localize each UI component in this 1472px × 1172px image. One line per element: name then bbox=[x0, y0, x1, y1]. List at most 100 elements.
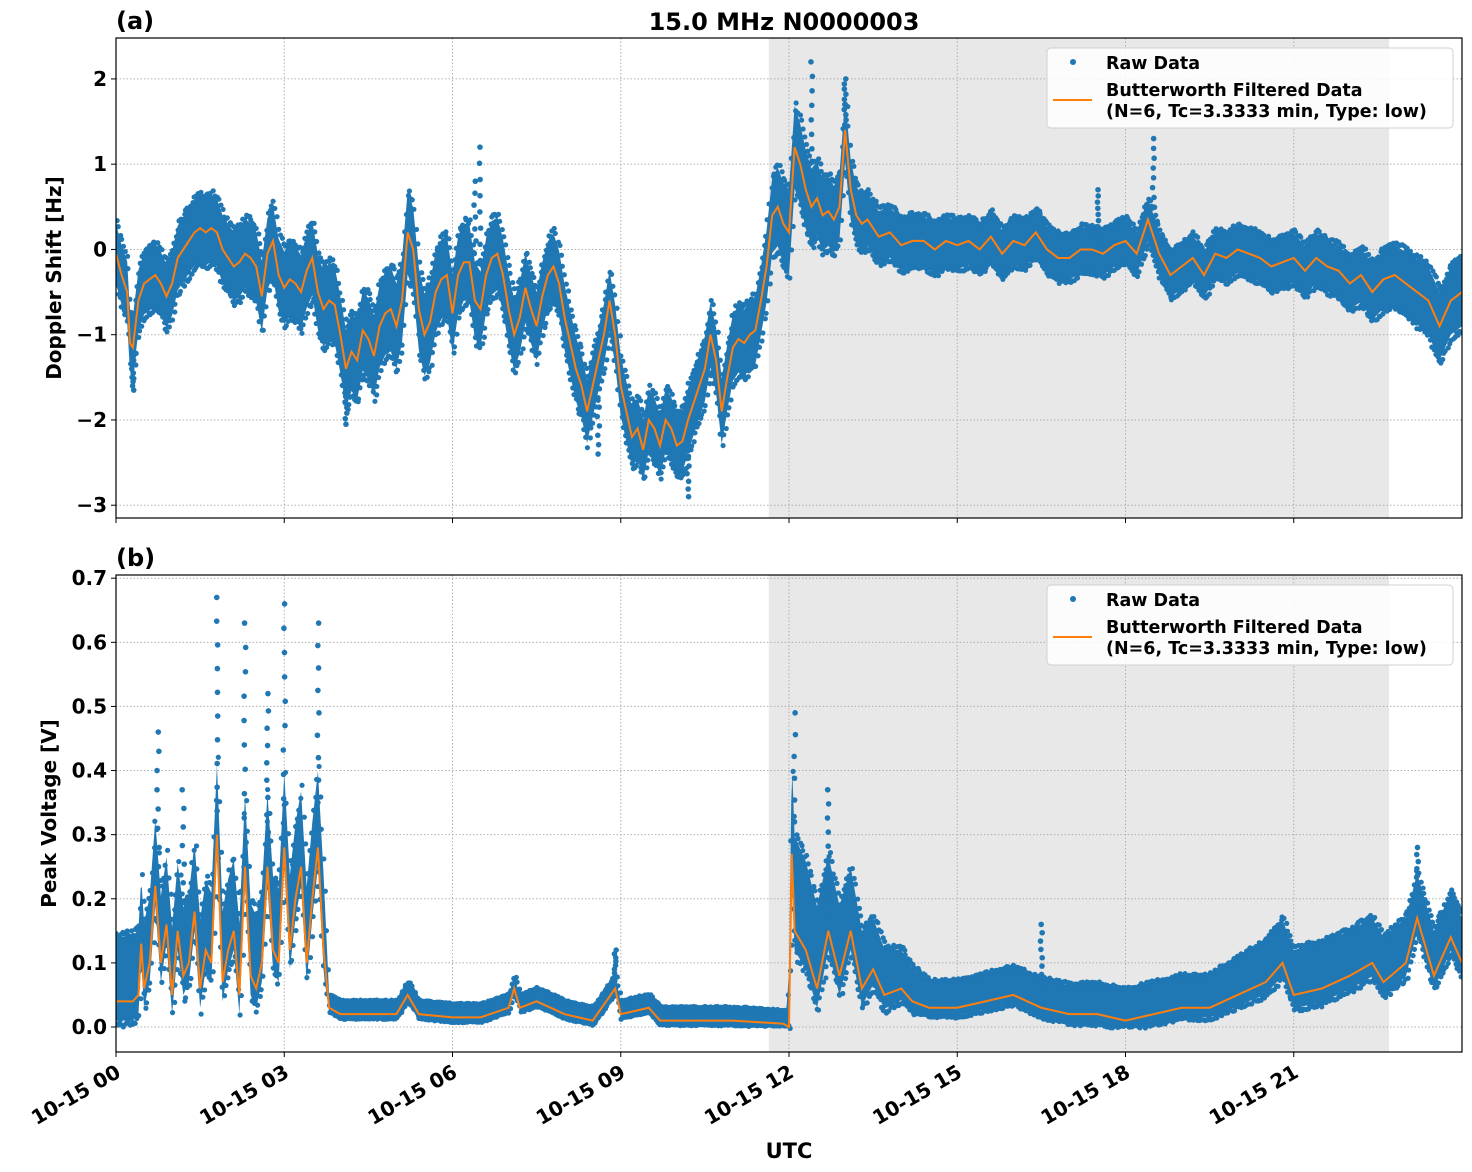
raw-data-outlier bbox=[825, 801, 832, 807]
raw-data-point bbox=[1380, 311, 1386, 317]
raw-data-point bbox=[506, 1010, 512, 1016]
raw-data-outlier bbox=[265, 708, 272, 714]
raw-data-point bbox=[563, 281, 569, 287]
raw-data-point bbox=[542, 324, 548, 331]
raw-data-point bbox=[715, 329, 721, 335]
raw-data-point bbox=[558, 252, 565, 258]
raw-data-point bbox=[592, 337, 599, 343]
raw-data-point bbox=[805, 861, 811, 867]
raw-data-point bbox=[804, 971, 810, 977]
raw-data-point bbox=[581, 426, 587, 433]
raw-data-point bbox=[313, 320, 319, 327]
raw-data-outlier bbox=[807, 175, 814, 181]
raw-data-point bbox=[827, 957, 833, 963]
raw-data-point bbox=[319, 338, 325, 344]
raw-data-point bbox=[201, 987, 208, 993]
raw-data-point bbox=[174, 872, 180, 878]
raw-data-point bbox=[355, 396, 362, 402]
raw-data-point bbox=[793, 100, 799, 106]
raw-data-point bbox=[1420, 885, 1426, 891]
raw-data-point bbox=[852, 968, 858, 975]
raw-data-outlier bbox=[315, 665, 322, 671]
raw-data-point bbox=[415, 241, 421, 247]
raw-data-point bbox=[305, 968, 311, 974]
raw-data-outlier bbox=[154, 767, 160, 774]
raw-data-point bbox=[374, 383, 380, 390]
raw-data-point bbox=[875, 920, 881, 926]
raw-data-point bbox=[979, 220, 986, 226]
raw-data-point bbox=[603, 289, 609, 295]
raw-data-point bbox=[1362, 246, 1369, 252]
raw-data-outlier bbox=[1095, 224, 1101, 230]
raw-data-point bbox=[189, 860, 195, 866]
raw-data-points bbox=[116, 59, 1462, 500]
raw-data-point bbox=[816, 899, 822, 905]
raw-data-point bbox=[609, 338, 615, 344]
raw-data-point bbox=[591, 343, 597, 349]
raw-data-point bbox=[721, 432, 727, 438]
raw-data-point bbox=[295, 906, 301, 912]
raw-data-point bbox=[335, 359, 341, 366]
raw-data-point bbox=[1439, 909, 1445, 915]
raw-data-outlier bbox=[477, 209, 483, 215]
raw-data-outlier bbox=[179, 842, 186, 849]
raw-data-point bbox=[210, 188, 216, 194]
raw-data-point bbox=[270, 198, 276, 204]
y-tick-label: 2 bbox=[93, 67, 107, 91]
raw-data-outlier bbox=[685, 478, 692, 485]
raw-data-point bbox=[805, 231, 811, 238]
raw-data-point bbox=[622, 367, 628, 373]
raw-data-point bbox=[620, 358, 626, 364]
raw-data-outlier bbox=[684, 470, 690, 477]
raw-data-point bbox=[498, 295, 504, 302]
raw-data-point bbox=[760, 255, 766, 261]
raw-data-point bbox=[296, 807, 302, 813]
raw-data-point bbox=[374, 392, 380, 398]
raw-data-outlier bbox=[685, 493, 692, 500]
raw-data-point bbox=[472, 334, 479, 341]
raw-data-point bbox=[779, 169, 785, 175]
raw-data-point bbox=[303, 315, 309, 321]
raw-data-point bbox=[300, 249, 306, 255]
raw-data-point bbox=[812, 888, 818, 894]
raw-data-point bbox=[257, 241, 263, 247]
raw-data-point bbox=[283, 323, 289, 329]
raw-data-point bbox=[139, 871, 146, 878]
raw-data-point bbox=[788, 838, 794, 844]
raw-data-point bbox=[187, 276, 193, 282]
raw-data-point bbox=[614, 305, 620, 311]
raw-data-point bbox=[249, 293, 255, 300]
raw-data-point bbox=[819, 882, 825, 888]
raw-data-outlier bbox=[842, 101, 848, 108]
raw-data-point bbox=[685, 380, 691, 386]
raw-data-outlier bbox=[281, 649, 288, 656]
raw-data-point bbox=[617, 990, 624, 996]
raw-data-point bbox=[168, 891, 174, 897]
raw-data-outlier bbox=[315, 754, 322, 761]
raw-data-point bbox=[434, 245, 441, 251]
raw-data-point bbox=[501, 313, 507, 319]
raw-data-point bbox=[539, 262, 545, 268]
raw-data-point bbox=[376, 282, 382, 288]
raw-data-point bbox=[446, 236, 452, 242]
raw-data-point bbox=[209, 881, 215, 887]
raw-data-point bbox=[445, 319, 451, 325]
raw-data-point bbox=[161, 875, 167, 881]
raw-data-point bbox=[792, 197, 798, 203]
raw-data-point bbox=[658, 470, 664, 476]
raw-data-point bbox=[152, 818, 158, 824]
raw-data-point bbox=[312, 898, 319, 904]
raw-data-point bbox=[1042, 266, 1048, 272]
raw-data-point bbox=[357, 307, 363, 313]
raw-data-point bbox=[855, 986, 861, 993]
raw-data-point bbox=[276, 971, 282, 977]
raw-data-outlier bbox=[155, 729, 162, 735]
raw-data-outlier bbox=[263, 777, 270, 783]
raw-data-point bbox=[1144, 246, 1150, 252]
raw-data-outlier bbox=[613, 947, 619, 953]
raw-data-outlier bbox=[179, 786, 185, 793]
x-tick-label: 10-15 18 bbox=[1036, 1060, 1134, 1130]
raw-data-outlier bbox=[477, 225, 484, 231]
raw-data-point bbox=[467, 217, 473, 223]
raw-data-point bbox=[403, 211, 410, 218]
